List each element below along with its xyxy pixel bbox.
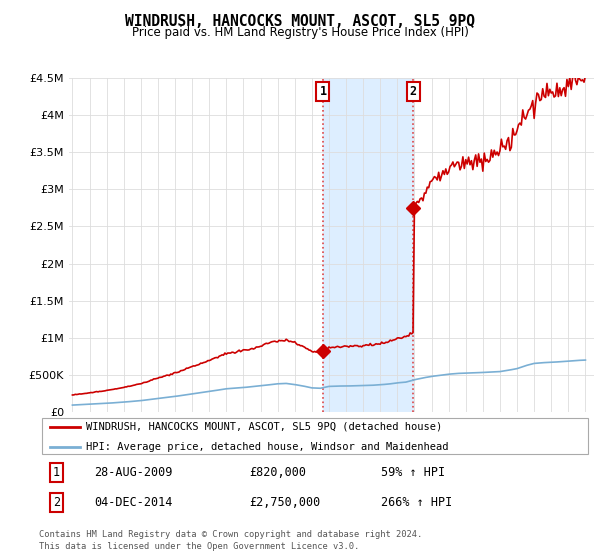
Text: Price paid vs. HM Land Registry's House Price Index (HPI): Price paid vs. HM Land Registry's House … xyxy=(131,26,469,39)
FancyBboxPatch shape xyxy=(42,418,588,454)
Text: 2: 2 xyxy=(53,496,60,509)
Text: £2,750,000: £2,750,000 xyxy=(249,496,320,509)
Text: WINDRUSH, HANCOCKS MOUNT, ASCOT, SL5 9PQ: WINDRUSH, HANCOCKS MOUNT, ASCOT, SL5 9PQ xyxy=(125,14,475,29)
Text: 04-DEC-2014: 04-DEC-2014 xyxy=(94,496,173,509)
Text: 1: 1 xyxy=(319,85,326,98)
Text: 2: 2 xyxy=(410,85,416,98)
Text: HPI: Average price, detached house, Windsor and Maidenhead: HPI: Average price, detached house, Wind… xyxy=(86,442,448,452)
Text: £820,000: £820,000 xyxy=(249,465,306,479)
Text: 266% ↑ HPI: 266% ↑ HPI xyxy=(381,496,452,509)
Text: WINDRUSH, HANCOCKS MOUNT, ASCOT, SL5 9PQ (detached house): WINDRUSH, HANCOCKS MOUNT, ASCOT, SL5 9PQ… xyxy=(86,422,442,432)
Text: This data is licensed under the Open Government Licence v3.0.: This data is licensed under the Open Gov… xyxy=(39,542,359,550)
Text: Contains HM Land Registry data © Crown copyright and database right 2024.: Contains HM Land Registry data © Crown c… xyxy=(39,530,422,539)
Bar xyxy=(323,78,413,412)
Text: 28-AUG-2009: 28-AUG-2009 xyxy=(94,465,173,479)
Text: 59% ↑ HPI: 59% ↑ HPI xyxy=(381,465,445,479)
Text: 1: 1 xyxy=(53,465,60,479)
